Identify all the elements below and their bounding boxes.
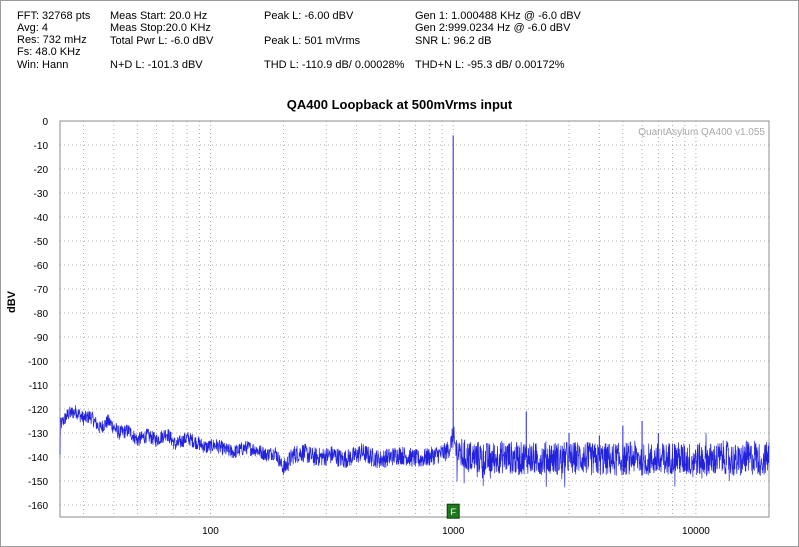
stat-snr: SNR L: 96.2 dB <box>415 35 492 47</box>
y-tick-label: -60 <box>34 261 49 272</box>
watermark-text: QuantAsylum QA400 v1.055 <box>638 127 765 138</box>
x-tick-label: 1000 <box>442 526 465 537</box>
noise-floor-trace <box>59 405 770 488</box>
y-tick-label: -130 <box>28 429 48 440</box>
frequency-marker-label: F <box>450 507 456 517</box>
stat-peak-mvrms: Peak L: 501 mVrms <box>264 35 361 47</box>
y-tick-label: -40 <box>34 213 49 224</box>
y-tick-label: -120 <box>28 405 48 416</box>
y-tick-label: -90 <box>34 333 49 344</box>
y-tick-label: 0 <box>42 117 48 128</box>
y-tick-label: -20 <box>34 165 49 176</box>
stat-res: Res: 732 mHz <box>17 34 87 46</box>
stat-thd: THD L: -110.9 dB/ 0.00028% <box>264 59 405 71</box>
stats-panel: FFT: 32768 pts Avg: 4 Res: 732 mHz Fs: 4… <box>0 0 799 100</box>
y-tick-label: -70 <box>34 285 49 296</box>
y-tick-label: -160 <box>28 501 48 512</box>
stat-meas-start: Meas Start: 20.0 Hz <box>110 10 208 22</box>
y-tick-label: -140 <box>28 453 48 464</box>
stat-generator-1: Gen 1: 1.000488 KHz @ -6.0 dBV <box>415 10 581 22</box>
stat-window: Win: Hann <box>17 59 69 71</box>
plot-area-border <box>59 120 770 518</box>
y-tick-label: -30 <box>34 189 49 200</box>
stat-meas-stop: Meas Stop:20.0 KHz <box>110 22 211 34</box>
chart-title: QA400 Loopback at 500mVrms input <box>286 97 513 112</box>
stat-avg: Avg: 4 <box>17 22 48 34</box>
stat-peak-dbv: Peak L: -6.00 dBV <box>264 10 354 22</box>
y-tick-label: -80 <box>34 309 49 320</box>
stat-generator-2: Gen 2:999.0234 Hz @ -6.0 dBV <box>415 22 571 34</box>
stat-fs: Fs: 48.0 KHz <box>17 46 81 58</box>
y-tick-label: -150 <box>28 477 48 488</box>
stat-thd-plus-n: THD+N L: -95.3 dB/ 0.00172% <box>415 59 565 71</box>
y-tick-label: -10 <box>34 141 49 152</box>
y-tick-label: -100 <box>28 357 48 368</box>
x-tick-label: 10000 <box>682 526 710 537</box>
y-tick-label: -110 <box>29 381 49 392</box>
stat-fft: FFT: 32768 pts <box>17 10 91 22</box>
frequency-marker <box>446 503 460 519</box>
stat-noise-distortion: N+D L: -101.3 dBV <box>110 59 203 71</box>
x-tick-label: 100 <box>202 526 219 537</box>
y-tick-label: -50 <box>34 237 49 248</box>
stat-total-power: Total Pwr L: -6.0 dBV <box>110 35 214 47</box>
